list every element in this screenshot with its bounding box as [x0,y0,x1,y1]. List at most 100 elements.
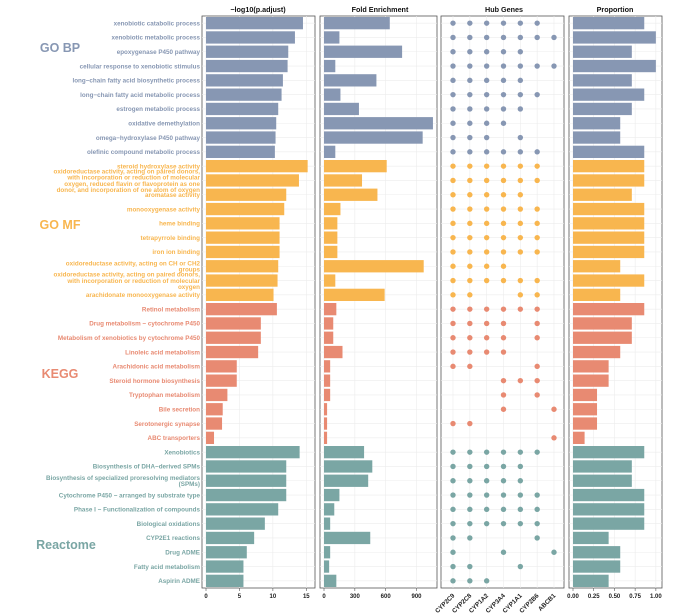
gene-dot [534,149,540,155]
gene-dot [551,34,557,41]
proportion-bar [573,145,645,158]
gene-label: ABCB1 [537,592,558,613]
gene-dot [467,578,473,584]
gene-dot [534,91,540,98]
gene-dot [500,120,507,126]
gene-dot [450,449,456,455]
fold-enrichment-bar [324,145,336,158]
fold-enrichment-bar [324,45,403,58]
term-label: oxidoreductase activity, acting on paire… [54,272,201,291]
term-label: epoxygenase P450 pathway [117,49,201,56]
gene-dot [534,335,540,341]
term-label: xenobiotic metabolic process [111,35,200,42]
proportion-bar [573,174,645,187]
gene-dot [450,192,456,198]
fold-enrichment-bar [324,202,341,216]
term-label: tetrapyrrole binding [141,235,201,242]
group-label-reactome: Reactome [36,538,96,552]
gene-dot [450,549,456,555]
gene-dot [483,77,490,84]
term-label: oxidative demethylation [128,120,200,127]
gene-dot [500,335,507,341]
fold-enrichment-bar [324,517,331,530]
proportion-bar [573,345,621,359]
gene-dot [467,49,473,55]
proportion-bar [573,388,598,402]
gene-dot [500,449,507,455]
gene-dot [467,349,473,355]
gene-dot [500,63,507,69]
proportion-panel: 0.00 0.25 0.50 0.75 1.00 [567,15,663,600]
term-label: Drug metabolism − cytochrome P450 [89,321,200,328]
logp-bar [206,245,280,259]
gene-dot [467,277,473,284]
gene-dot [500,549,507,555]
gene-dot [517,206,524,212]
gene-dot [517,463,524,470]
logp-bar [206,560,244,573]
fold-enrichment-bar [324,188,378,201]
proportion-bar [573,431,585,444]
logp-bar [206,574,244,587]
gene-dot [450,206,456,212]
proportion-bar [573,446,645,459]
gene-dot [551,63,557,69]
gene-dot [500,306,507,312]
gene-dot [534,492,540,498]
proportion-bar [573,488,645,502]
proportion-tick-label: 0.25 [588,594,600,600]
gene-dot [500,377,507,384]
gene-dot [483,106,490,112]
term-label: Bile secretion [159,406,200,413]
term-label: Serotonergic synapse [134,421,200,428]
logp-bar [206,360,237,373]
logp-bar [206,160,308,173]
fold-enrichment-bar [324,274,336,287]
proportion-bar [573,474,632,487]
logp-bar [206,531,255,545]
fold-enrichment-tick-label: 600 [381,594,392,600]
gene-dot [517,520,524,527]
gene-dot [483,463,490,470]
logp-bar [206,503,279,516]
title-fold-panel: Fold Enrichment [352,5,409,14]
gene-dot [534,292,540,298]
term-label: Cytochrome P450 − arranged by substrate … [59,492,201,499]
fold-enrichment-bar [324,374,331,387]
gene-dot [534,220,540,227]
gene-dot [483,335,490,341]
gene-dot [450,249,456,255]
fold-enrichment-panel: 0 300 600 900 [319,15,438,600]
gene-dot [500,77,507,84]
term-labels: xenobiotic catabolic process xenobiotic m… [46,20,201,585]
term-label: Xenobiotics [164,449,200,456]
term-label: Fatty acid metabolism [134,564,201,571]
gene-dot [517,234,524,241]
term-label: long−chain fatty acid metabolic process [80,92,200,99]
gene-dot [517,192,524,198]
fold-enrichment-bar [324,174,363,187]
proportion-bar [573,546,621,559]
gene-dot [450,578,456,584]
panel-titles: −log10(p.adjust) Fold Enrichment Hub Gen… [230,5,633,14]
fold-enrichment-bar [324,245,338,259]
gene-dot [450,77,456,84]
gene-dot [450,20,456,26]
gene-dot [467,492,473,498]
gene-dot [467,563,473,570]
fold-enrichment-bar [324,102,359,116]
gene-dot [500,177,507,184]
gene-dot [500,192,507,198]
fold-enrichment-bar [324,317,334,330]
gene-dot [534,277,540,284]
gene-dot [467,91,473,98]
gene-dot [483,277,490,284]
gene-dot [500,478,507,484]
fold-enrichment-bar [324,117,433,130]
gene-dot [534,34,540,41]
gene-dot [517,106,524,112]
gene-dot [534,449,540,455]
logp-bar [206,517,265,530]
gene-dot [517,449,524,455]
logp-bar [206,317,261,330]
